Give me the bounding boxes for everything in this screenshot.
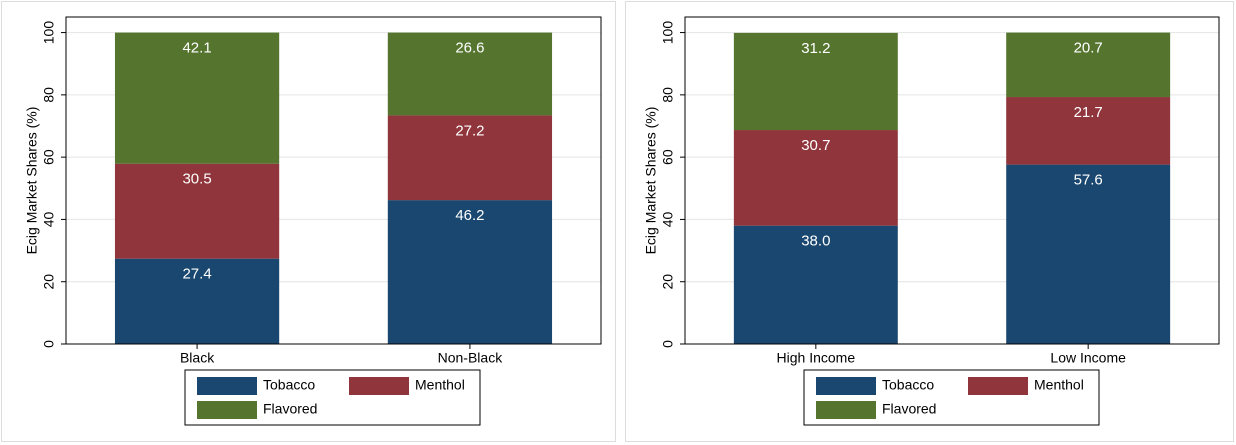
bar-segment <box>733 130 898 226</box>
legend-label: Flavored <box>882 401 936 417</box>
legend-swatch <box>816 401 876 419</box>
bar-segment <box>387 115 553 201</box>
plot-frame <box>65 16 602 345</box>
y-tick-label: 0 <box>41 340 57 348</box>
legend-label: Tobacco <box>263 377 315 393</box>
value-label: 46.2 <box>455 207 484 224</box>
value-label: 30.7 <box>801 137 830 154</box>
x-tick-label: Black <box>180 350 215 366</box>
value-label: 30.5 <box>182 171 211 188</box>
value-label: 57.6 <box>1074 172 1103 189</box>
bar-segment <box>1006 32 1171 98</box>
y-tick-label: 40 <box>41 211 57 227</box>
legend-label: Menthol <box>1034 377 1084 393</box>
bar-segment <box>387 200 553 344</box>
y-tick-label: 80 <box>660 87 676 103</box>
value-label: 27.2 <box>455 122 484 139</box>
legend-swatch <box>197 377 257 395</box>
bar-segment <box>733 225 898 344</box>
plot-frame <box>684 16 1220 345</box>
bar-segment <box>1006 164 1171 344</box>
value-label: 31.2 <box>801 40 830 57</box>
legend-swatch <box>349 377 409 395</box>
value-label: 26.6 <box>455 40 484 57</box>
bar-segment <box>387 32 553 116</box>
bar-segment <box>114 32 280 164</box>
bar-segment <box>1006 97 1171 165</box>
legend-swatch <box>816 377 876 395</box>
y-tick-label: 100 <box>660 21 676 45</box>
y-tick-label: 60 <box>41 149 57 165</box>
bar-segment <box>114 163 280 259</box>
value-label: 42.1 <box>182 40 211 57</box>
bar-segment <box>114 258 280 344</box>
legend-swatch <box>968 377 1028 395</box>
value-label: 21.7 <box>1074 104 1103 121</box>
y-tick-label: 100 <box>41 21 57 45</box>
y-tick-label: 20 <box>41 274 57 290</box>
x-tick-label: Low Income <box>1050 350 1126 366</box>
legend-label: Menthol <box>415 377 465 393</box>
y-tick-label: 20 <box>660 274 676 290</box>
value-label: 27.4 <box>182 266 211 283</box>
bar-segment <box>733 32 898 131</box>
legend-swatch <box>197 401 257 419</box>
x-tick-label: High Income <box>777 350 856 366</box>
value-label: 20.7 <box>1074 40 1103 57</box>
y-axis-label: Ecig Market Shares (%) <box>24 107 40 255</box>
x-tick-label: Non-Black <box>438 350 504 366</box>
legend-label: Flavored <box>263 401 317 417</box>
y-axis-label: Ecig Market Shares (%) <box>643 107 659 255</box>
value-label: 38.0 <box>801 233 830 250</box>
y-tick-label: 0 <box>660 340 676 348</box>
y-tick-label: 60 <box>660 149 676 165</box>
legend-label: Tobacco <box>882 377 934 393</box>
y-tick-label: 40 <box>660 211 676 227</box>
y-tick-label: 80 <box>41 87 57 103</box>
